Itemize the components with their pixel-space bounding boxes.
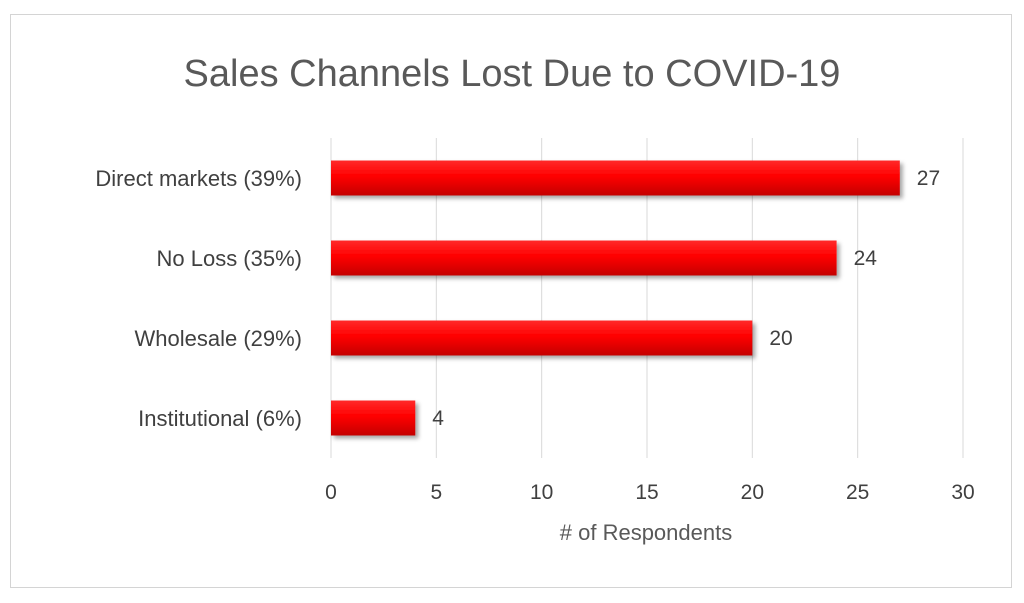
data-label: 4 — [432, 407, 444, 430]
x-tick-label: 5 — [430, 481, 442, 504]
bar — [331, 320, 753, 356]
x-tick-label: 0 — [325, 481, 337, 504]
category-label: Wholesale (29%) — [134, 326, 302, 351]
bar — [331, 400, 416, 436]
x-tick-label: 25 — [846, 481, 869, 504]
chart-frame — [10, 14, 1012, 588]
x-axis-label: # of Respondents — [560, 520, 732, 545]
x-tick-label: 20 — [741, 481, 764, 504]
data-label: 20 — [769, 327, 792, 350]
data-labels: 27 24 20 4 — [432, 167, 940, 430]
x-tick-labels: 0 5 10 15 20 25 30 — [325, 481, 975, 504]
category-label: Direct markets (39%) — [95, 166, 302, 191]
data-label: 24 — [854, 247, 878, 270]
x-tick-label: 10 — [530, 481, 553, 504]
category-label: No Loss (35%) — [156, 246, 302, 271]
chart-title: Sales Channels Lost Due to COVID-19 — [184, 53, 841, 95]
x-tick-label: 30 — [951, 481, 974, 504]
bar — [331, 160, 900, 196]
bars — [331, 160, 900, 436]
bar — [331, 240, 837, 276]
category-label: Institutional (6%) — [138, 406, 302, 431]
category-labels: Direct markets (39%) No Loss (35%) Wholesa… — [95, 166, 302, 431]
data-label: 27 — [917, 167, 940, 190]
x-tick-label: 15 — [635, 481, 658, 504]
